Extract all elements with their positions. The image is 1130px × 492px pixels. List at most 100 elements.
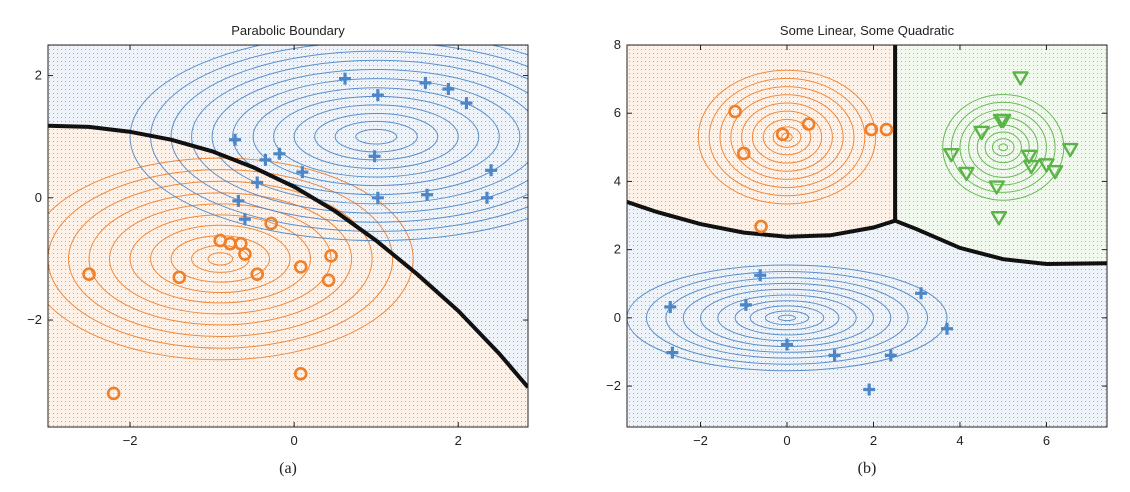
blue-plus-point [485, 164, 498, 177]
blue-plus-point [480, 191, 493, 204]
orange-circle-point [250, 267, 265, 282]
blue-contour [334, 120, 418, 153]
caption-a: (a) [279, 460, 297, 477]
blue-plus-point [371, 191, 384, 204]
orange-contour [708, 77, 866, 197]
panel-a-parabolic-boundary: Parabolic Boundary −2 0 2 −2 0 2 (a) [27, 23, 529, 477]
blue-contour [645, 270, 929, 365]
blue-plus-point [828, 349, 841, 362]
blue-contour [232, 78, 521, 196]
green-triangle-point [1062, 142, 1079, 158]
blue-contour [734, 300, 840, 336]
blue-plus-point [739, 298, 752, 311]
y-tick-label: −2 [606, 378, 621, 393]
blue-plus-point [229, 133, 242, 146]
green-contour [950, 101, 1056, 193]
blue-contour [764, 310, 810, 326]
blue-contour [252, 87, 500, 187]
blue-plus-point [419, 76, 432, 89]
points-a [82, 72, 498, 401]
blue-plus-point [666, 346, 679, 359]
orange-contour [129, 214, 312, 304]
blue-plus-point [368, 150, 381, 163]
region-green-b [895, 45, 1107, 264]
green-triangle-point [995, 113, 1012, 129]
orange-circle-point [172, 270, 187, 285]
y-tick-label: 8 [614, 37, 621, 52]
orange-circle-point [293, 367, 308, 381]
blue-plus-point [863, 383, 876, 396]
blue-plus-point [460, 97, 473, 110]
blue-contour [170, 50, 528, 223]
blue-contour [355, 128, 398, 145]
boundary-segment [627, 200, 896, 239]
y-tick-label: −2 [27, 312, 42, 327]
orange-contour [730, 94, 844, 180]
orange-contour [109, 203, 332, 315]
blue-plus-point [238, 213, 251, 226]
blue-plus-point [915, 287, 928, 300]
green-triangle-point [1020, 149, 1038, 165]
green-triangle-point [958, 166, 975, 182]
caption-b: (b) [858, 460, 877, 477]
blue-contour [777, 314, 797, 322]
blue-plus-point [296, 166, 309, 179]
x-tick-label: −2 [123, 433, 138, 448]
chart-title-b: Some Linear, Some Quadratic [780, 23, 955, 38]
blue-plus-point [273, 147, 286, 160]
orange-contour [762, 118, 812, 156]
orange-circle-point [754, 219, 768, 234]
orange-circle-point [264, 216, 278, 231]
blue-contour [665, 277, 909, 359]
region-orange-a [48, 125, 528, 427]
blue-plus-point [664, 300, 677, 313]
x-tick-label: 2 [455, 433, 462, 448]
points-b [664, 71, 1079, 396]
blue-plus-point [251, 176, 264, 189]
x-tick-label: 0 [783, 433, 790, 448]
blue-contour [314, 112, 439, 161]
orange-circle-point [321, 273, 336, 288]
blue-plus-point [339, 72, 352, 85]
green-triangle-point [1023, 159, 1040, 175]
orange-circle-point [801, 117, 816, 131]
y-tick-label: 2 [35, 68, 42, 83]
orange-circle-point [864, 122, 879, 137]
orange-contour [207, 252, 234, 266]
green-triangle-point [990, 211, 1008, 226]
y-tick-label: 2 [614, 242, 621, 257]
orange-circle-point [775, 127, 790, 142]
green-contour [984, 131, 1022, 164]
green-contour [998, 143, 1009, 152]
blue-plus-point [781, 338, 793, 351]
chart-title-a: Parabolic Boundary [231, 23, 345, 38]
orange-circle-point [238, 247, 252, 261]
green-triangle-point [973, 125, 990, 141]
plot-frame-b [626, 44, 1108, 428]
orange-contour [68, 180, 373, 338]
blue-contour [293, 104, 459, 169]
green-triangle-point [988, 180, 1005, 195]
x-tick-label: −2 [693, 433, 708, 448]
blue-plus-point [442, 83, 455, 96]
orange-circle-point [106, 386, 121, 401]
green-contour [942, 93, 1065, 201]
green-triangle-point [1046, 164, 1064, 180]
orange-contour [48, 169, 394, 349]
x-tick-label: 2 [870, 433, 877, 448]
orange-circle-point [879, 122, 894, 137]
blue-plus-point [259, 153, 272, 166]
blue-contour [749, 305, 825, 331]
green-triangle-point [1012, 71, 1029, 86]
blue-contour [191, 59, 528, 214]
axis-ticks-b: −2 0 2 4 6 −2 0 2 4 6 8 [606, 37, 1107, 448]
orange-circle-point [293, 260, 308, 274]
orange-contour [150, 224, 291, 294]
plot-frame-a [47, 44, 529, 428]
orange-circle-point [736, 146, 751, 161]
x-tick-label: 0 [291, 433, 298, 448]
green-contour [959, 109, 1047, 186]
orange-contour [697, 69, 877, 205]
blue-plus-point [754, 269, 767, 282]
